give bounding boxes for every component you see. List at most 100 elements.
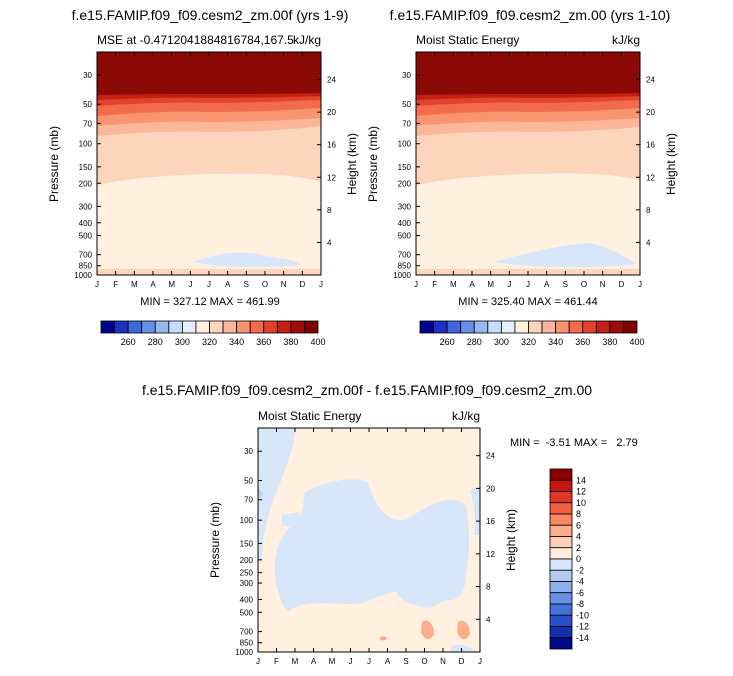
panel-1-x-tick-label: N — [281, 280, 287, 289]
band-2-4-jul — [379, 636, 387, 641]
panel-2-p-tick-label: 70 — [402, 119, 411, 128]
colorbar-1-swatch — [181, 320, 197, 334]
colorbar-3-label: -14 — [576, 633, 589, 643]
panel-3-p-tick-label: 150 — [240, 539, 254, 548]
panel-2-h-tick-label: 24 — [646, 76, 655, 85]
colorbar-3-label: 8 — [576, 509, 581, 519]
panel-3-p-tick-label: 1000 — [235, 648, 253, 657]
colorbar-1-swatch — [276, 320, 292, 334]
colorbar-3-swatch — [549, 581, 573, 594]
colorbar-2-label: 340 — [548, 337, 563, 347]
colorbar-3-label: -10 — [576, 610, 589, 620]
panel-3-x-tick-label: A — [311, 657, 317, 666]
panel-1-units-label: kJ/kg — [293, 33, 321, 47]
panel-3-h-tick-label: 24 — [486, 452, 495, 461]
band-neg2-0-surface — [450, 644, 476, 652]
panel-3-units-label: kJ/kg — [452, 409, 480, 423]
panel-3-x-tick-label: J — [256, 657, 260, 666]
colorbar-3-label: -6 — [576, 588, 584, 598]
colorbar-1-label: 340 — [229, 337, 244, 347]
colorbar-2-swatch — [555, 320, 570, 334]
panel-2-p-tick-label: 500 — [398, 231, 412, 240]
panel-2-x-tick-label: J — [414, 280, 418, 289]
panel-3-p-tick-label: 200 — [240, 556, 254, 565]
colorbar-1-label: 380 — [283, 337, 298, 347]
colorbar-1-label: 400 — [310, 337, 325, 347]
colorbar-1-swatch — [114, 320, 129, 334]
panel-2-p-tick-label: 200 — [398, 179, 412, 188]
panel-1-p-tick-label: 200 — [79, 179, 93, 188]
colorbar-3-label: 4 — [576, 532, 581, 542]
colorbar-3-swatch — [549, 502, 573, 515]
colorbar-1-swatch — [222, 320, 238, 334]
panel-2-x-tick-label: M — [487, 280, 494, 289]
panel-2-colorbar: 260 280 300 320 340 360 380 400 — [419, 320, 645, 347]
colorbar-3-label: 12 — [576, 487, 586, 497]
colorbar-3-swatch — [549, 524, 573, 537]
panel-3-x-tick-label: D — [459, 657, 465, 666]
colorbar-3-swatch — [549, 479, 573, 492]
colorbar-3-label: 0 — [576, 554, 581, 564]
colorbar-2-swatch — [514, 320, 529, 334]
panel-2-p-tick-label: 100 — [398, 140, 412, 149]
panel-2-h-tick-label: 16 — [646, 141, 655, 150]
panel-2-x-tick-label: N — [600, 280, 606, 289]
band-neg4-neg2 — [258, 488, 263, 500]
band-above-400 — [97, 52, 321, 95]
colorbar-2-swatch — [568, 320, 584, 334]
panel-2-p-tick-label: 1000 — [393, 271, 411, 280]
colorbar-2-swatch — [487, 320, 502, 334]
colorbar-2-swatch — [595, 320, 611, 334]
panel-1-p-tick-label: 1000 — [74, 271, 92, 280]
colorbar-1-swatch — [209, 320, 224, 334]
colorbar-3-swatch — [549, 491, 573, 504]
colorbar-2-swatch — [419, 320, 434, 334]
panel-1-h-tick-label: 12 — [327, 173, 336, 182]
colorbar-1-swatch — [304, 320, 319, 334]
panel-3-x-tick-label: M — [329, 657, 336, 666]
panel-2-h-tick-label: 4 — [646, 238, 651, 247]
colorbar-2-label: 300 — [494, 337, 509, 347]
panel-1-x-tick-label: J — [319, 280, 323, 289]
panel-2-ylabel: Pressure (mb) — [366, 126, 380, 202]
panel-1-x-tick-label: J — [95, 280, 99, 289]
colorbar-3-swatch — [549, 592, 573, 605]
panel-1-x-tick-label: A — [150, 280, 156, 289]
band-2-4-dec — [457, 620, 470, 640]
panel-2-plot-field — [416, 52, 640, 275]
panel-3-h-tick-label: 8 — [486, 583, 491, 592]
panel-2-x-tick-label: A — [544, 280, 550, 289]
panel-2-p-tick-label: 850 — [398, 262, 412, 271]
band-2-4-oct — [421, 620, 434, 640]
panel-2-x-tick-label: A — [469, 280, 475, 289]
panel-1-h-tick-label: 16 — [327, 141, 336, 150]
panel-3-p-tick-label: 850 — [240, 639, 254, 648]
panel-1-x-tick-label: D — [299, 280, 305, 289]
panel-1-y2label: Height (km) — [345, 133, 359, 195]
panel-1-x-tick-label: O — [262, 280, 268, 289]
band-320-330 — [494, 243, 636, 268]
band-neg2-0-feb — [282, 512, 300, 528]
colorbar-1-swatch — [154, 320, 170, 334]
panel-1-left-label: MSE at -0.4712041884816784,167.5 — [97, 33, 294, 47]
panel-3-stats: MIN = -3.51 MAX = 2.79 — [510, 437, 638, 449]
colorbar-1-label: 320 — [202, 337, 217, 347]
panel-1-colorbar: 260 280 300 320 340 360 380 400 — [100, 320, 326, 347]
colorbar-1-label: 360 — [256, 337, 271, 347]
panel-2-x-tick-label: J — [638, 280, 642, 289]
colorbar-2-swatch — [460, 320, 475, 334]
panel-3-ylabel: Pressure (mb) — [208, 502, 222, 578]
panel-1-h-tick-label: 24 — [327, 76, 336, 85]
colorbar-3-label: -2 — [576, 565, 584, 575]
colorbar-2-label: 400 — [629, 337, 644, 347]
panel-2-p-tick-label: 150 — [398, 163, 412, 172]
colorbar-3-label: -12 — [576, 622, 589, 632]
panel-3-p-tick-label: 500 — [240, 608, 254, 617]
colorbar-2-label: 380 — [602, 337, 617, 347]
panel-3-p-tick-label: 50 — [244, 476, 253, 485]
panel-2-x-tick-label: F — [432, 280, 437, 289]
colorbar-2-swatch — [528, 320, 543, 334]
panel-1-h-tick-label: 4 — [327, 238, 332, 247]
